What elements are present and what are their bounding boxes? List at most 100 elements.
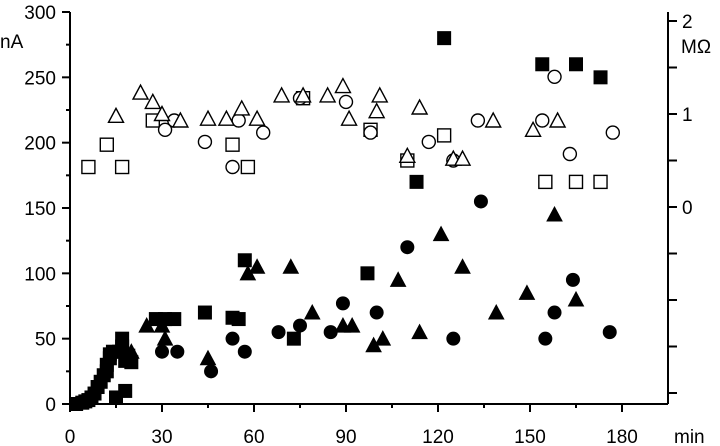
filled-triangle-point xyxy=(374,330,392,346)
x-tick-label: 30 xyxy=(151,427,172,446)
filled-triangle-point xyxy=(153,317,171,333)
x-tick-label: 150 xyxy=(514,427,546,446)
open-triangle-point xyxy=(248,109,266,126)
filled-triangle-point xyxy=(303,303,321,320)
x-tick-label: 90 xyxy=(335,427,356,446)
open-triangle-point xyxy=(334,77,352,94)
open-circle-point xyxy=(562,146,578,162)
filled-square-point xyxy=(569,57,583,72)
open-triangle-point xyxy=(199,109,217,126)
open-square-point xyxy=(538,174,553,190)
filled-circle-point xyxy=(237,344,252,359)
filled-circle-point xyxy=(369,305,384,320)
filled-circle-point xyxy=(335,296,350,311)
y-tick-label: 0 xyxy=(45,395,56,416)
open-triangle-point xyxy=(107,106,125,124)
filled-triangle-point xyxy=(156,330,174,346)
open-triangle-point xyxy=(294,86,312,103)
open-square-point xyxy=(114,159,130,175)
filled-triangle-point xyxy=(567,290,585,307)
open-circle-point xyxy=(225,159,240,175)
y2-tick-label: 1 xyxy=(682,105,693,126)
x-axis-label: min xyxy=(674,427,705,446)
filled-triangle-point xyxy=(199,349,217,366)
open-square-point xyxy=(436,128,452,143)
filled-square-point xyxy=(409,174,424,189)
left-y-axis: 0 50 100 150 200 250 300 xyxy=(24,3,71,416)
open-square-point xyxy=(593,174,608,190)
open-circle-point xyxy=(338,94,354,110)
y-tick-label: 200 xyxy=(24,134,56,155)
y-tick-label: 100 xyxy=(24,264,56,285)
filled-square-point xyxy=(167,312,182,327)
x-tick-label: 180 xyxy=(606,427,638,446)
filled-circle-point xyxy=(400,240,415,255)
open-triangle-point xyxy=(453,149,472,166)
y-tick-label: 250 xyxy=(24,68,56,89)
open-triangle-point xyxy=(484,111,502,128)
open-square-point xyxy=(81,159,96,175)
filled-circle-point xyxy=(204,364,219,379)
open-circle-point xyxy=(547,69,562,85)
y2-tick-label: 2 xyxy=(682,12,693,33)
filled-square-point xyxy=(437,31,452,46)
filled-square-point xyxy=(118,383,133,398)
y-tick-label: 50 xyxy=(35,330,56,351)
filled-circle-point xyxy=(538,331,553,346)
y2-tick-label: 0 xyxy=(682,198,693,219)
open-circle-point xyxy=(535,113,550,128)
open-triangle-point xyxy=(233,99,251,116)
right-y-axis: 0 1 2 xyxy=(667,12,693,404)
filled-circle-point xyxy=(155,344,169,359)
open-triangle-point xyxy=(398,146,417,164)
filled-triangle-point xyxy=(487,303,505,320)
filled-circle-point xyxy=(547,305,562,320)
open-triangle-point xyxy=(217,109,236,126)
filled-triangle-point xyxy=(546,205,563,222)
filled-triangle-point xyxy=(122,343,140,359)
open-triangle-point xyxy=(524,120,542,138)
filled-triangle-point xyxy=(411,323,428,340)
filled-triangle-point xyxy=(432,225,450,242)
open-circle-point xyxy=(157,122,173,138)
x-tick-label: 120 xyxy=(422,427,454,446)
filled-circle-point xyxy=(170,344,185,359)
x-tick-label: 60 xyxy=(243,427,264,446)
filled-circle-point xyxy=(473,194,488,209)
open-triangle-point xyxy=(131,83,150,100)
open-circle-point xyxy=(605,125,620,140)
open-square-point xyxy=(240,159,256,175)
filled-triangle-point xyxy=(343,317,361,333)
filled-circle-point xyxy=(565,272,580,287)
open-triangle-point xyxy=(144,92,162,110)
y2-axis-label: MΩ xyxy=(681,37,711,58)
filled-triangle-point xyxy=(138,317,156,333)
plot-markers xyxy=(69,31,620,411)
filled-square-point xyxy=(360,266,375,281)
y-tick-label: 150 xyxy=(24,199,56,220)
open-square-point xyxy=(99,137,115,152)
y-axis-label: nA xyxy=(0,32,24,53)
filled-circle-point xyxy=(602,325,617,340)
filled-circle-point xyxy=(271,325,286,340)
x-axis: 0 30 60 90 120 150 180 xyxy=(65,403,668,446)
filled-square-point xyxy=(593,70,608,85)
filled-circle-point xyxy=(225,331,240,346)
filled-circle-point xyxy=(293,318,307,333)
open-square-point xyxy=(568,174,584,190)
y-tick-label: 300 xyxy=(24,3,56,24)
filled-square-point xyxy=(535,57,550,72)
open-circle-point xyxy=(256,125,271,140)
open-triangle-point xyxy=(153,105,171,122)
filled-square-point xyxy=(231,312,246,327)
filled-circle-point xyxy=(446,331,461,346)
open-triangle-point xyxy=(371,86,389,103)
open-triangle-point xyxy=(340,109,358,126)
open-triangle-point xyxy=(410,98,429,115)
open-triangle-point xyxy=(318,86,337,103)
open-triangle-point xyxy=(272,86,291,103)
filled-triangle-point xyxy=(248,258,266,274)
open-circle-point xyxy=(197,134,213,150)
open-square-point xyxy=(225,137,240,152)
